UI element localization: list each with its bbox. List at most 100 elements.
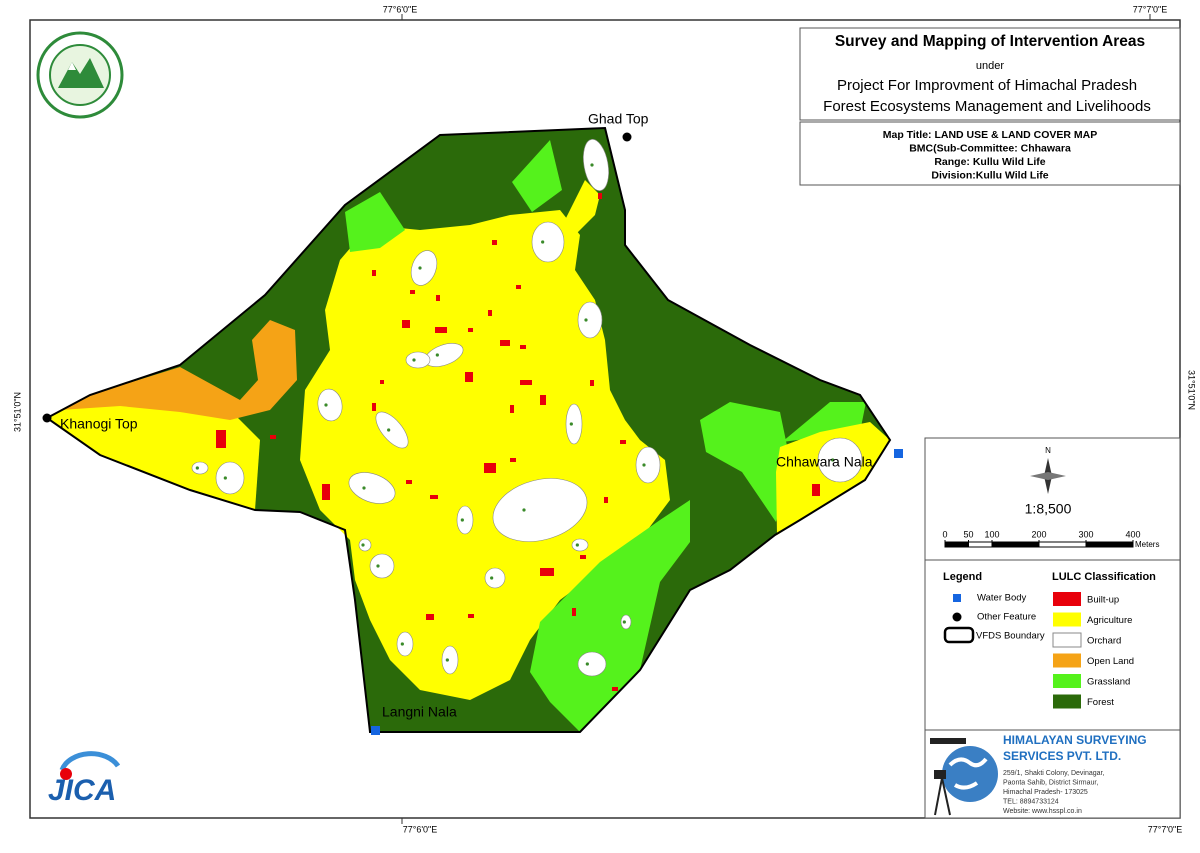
orchard-tree [642,463,646,467]
company-address: 259/1, Shakti Colony, Devinagar, [1003,770,1104,777]
orchard [348,472,396,504]
orchard-tree [418,266,422,270]
grid-label: 77°6'0"E [403,824,438,834]
project-line: Project For Improvment of Himachal Prade… [837,77,1137,94]
built-up [402,320,410,328]
lulc-title: LULC Classification [1052,571,1156,583]
orchard [577,301,603,339]
lulc-label: Built-up [1087,595,1119,606]
orchard [369,553,395,579]
orchard [571,538,589,552]
orchard [484,567,506,589]
open-land [60,320,297,420]
grid-label: 77°6'0"E [383,4,418,14]
legend-title: Legend [943,571,982,583]
place-label: Khanogi Top [60,416,138,432]
orchard [492,478,588,542]
company-box [924,729,1181,819]
orchard [410,250,438,286]
grid-label: 77°7'0"E [1133,4,1168,14]
built-up [590,380,594,386]
legend-label: VFDS Boundary [976,631,1045,642]
lulc-swatch [1053,592,1081,606]
forest-logo [36,31,124,119]
grassland [700,402,792,522]
grid-label: 31°51'0"N [12,392,22,432]
agriculture [300,210,670,700]
scale-segment [992,542,1039,547]
orchard [583,139,609,191]
built-up [465,372,473,382]
info-box [799,121,1181,186]
title-box [799,27,1181,121]
lulc-map [45,126,892,733]
lulc-swatch [1052,632,1082,648]
place-label: Ghad Top [588,111,649,127]
legend-symbol [943,626,975,644]
built-up [516,285,521,289]
subtitle: under [976,60,1004,72]
built-up [488,310,492,316]
orchard-tree [362,486,366,490]
orchard-tree [223,476,227,480]
company-logo [930,738,998,816]
orchard-tree [195,466,199,470]
orchard-tree [324,403,328,407]
built-up [812,484,820,496]
scale-label: 200 [1031,529,1046,539]
company-name: HIMALAYAN SURVEYING [1003,733,1147,747]
orchard [456,505,474,535]
agriculture [560,180,600,235]
company-address: TEL: 8894733124 [1003,798,1059,805]
built-up [468,614,474,618]
legend-label: Other Feature [977,612,1036,623]
built-up [406,480,412,484]
built-up [604,497,608,503]
built-up [216,430,226,448]
place-label: Chhawara Nala [776,454,873,470]
lulc-swatch [1053,674,1081,688]
water-body [894,449,903,458]
orchard-tree [435,353,439,357]
orchard [531,221,565,263]
scale-unit: Meters [1135,540,1159,549]
built-up [510,405,514,413]
scale-label: 50 [963,529,973,539]
grassland [530,500,690,732]
built-up [270,435,276,439]
north-label: N [1045,446,1051,455]
scale-label: 300 [1078,529,1093,539]
lulc-label: Agriculture [1087,615,1132,626]
built-up [426,614,434,620]
orchard [620,614,632,630]
orchard-tree [400,642,404,646]
built-up [500,340,510,346]
built-up [540,395,546,405]
scale-label: 400 [1125,529,1140,539]
grassland [345,192,405,252]
built-up [520,380,532,385]
map-info: Map Title: LAND USE & LAND COVER MAP [883,129,1097,141]
grid-label: 31°51'0"N [1187,370,1197,410]
orchard-tree [575,543,579,547]
jica-text: JICA [48,774,116,807]
scale-segment [1086,542,1133,547]
built-up [612,687,618,691]
built-up [620,440,626,444]
lulc-label: Orchard [1087,636,1121,647]
orchard [375,411,409,449]
built-up [572,608,576,616]
orchard [817,437,863,483]
lulc-swatch [1053,612,1081,627]
lulc-swatch [1053,694,1081,709]
built-up [436,295,440,301]
vfds-boundary [45,126,892,733]
lulc-label: Open Land [1087,656,1134,667]
built-up [468,328,473,332]
built-up [380,380,384,384]
built-up [430,495,438,499]
orchard [577,651,607,677]
scale-ratio: 1:8,500 [1025,501,1072,517]
